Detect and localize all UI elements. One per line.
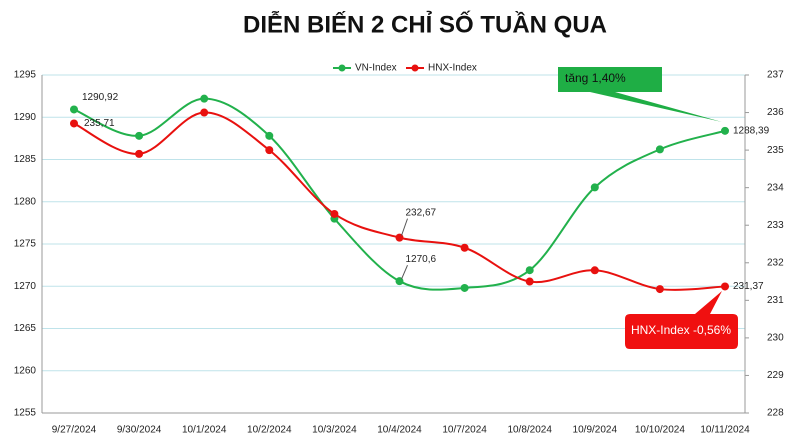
legend-marker	[338, 64, 346, 72]
x-tick-label: 10/2/2024	[247, 425, 292, 436]
callout-text: tăng 1,40%	[565, 71, 626, 85]
x-tick-label: 9/30/2024	[117, 425, 162, 436]
x-tick-label: 10/7/2024	[442, 425, 487, 436]
point	[655, 145, 664, 154]
chart-title: DIỄN BIẾN 2 CHỈ SỐ TUẦN QUA	[243, 9, 607, 38]
data-label: 231,37	[733, 281, 764, 292]
point	[525, 277, 534, 286]
legend-label: HNX-Index	[428, 63, 477, 74]
legend-label: VN-Index	[355, 63, 397, 74]
y-tick-label: 1295	[14, 70, 37, 81]
data-label: 232,67	[406, 207, 437, 218]
data-label: 235,71	[84, 118, 115, 129]
y-tick-label: 1260	[14, 365, 37, 376]
point	[70, 119, 78, 128]
y2-tick-label: 231	[767, 295, 784, 306]
callout-shape	[558, 67, 722, 122]
y-tick-label: 1280	[14, 196, 37, 207]
leader-line	[401, 264, 408, 280]
point	[721, 126, 729, 135]
point	[265, 146, 274, 155]
y-tick-label: 1265	[14, 323, 37, 334]
series-line	[73, 97, 726, 291]
callout-shape	[625, 291, 738, 349]
y2-tick-label: 228	[767, 408, 784, 419]
y2-tick-label: 233	[767, 220, 784, 231]
y-tick-label: 1255	[14, 408, 37, 419]
y2-tick-label: 237	[767, 70, 784, 81]
point	[525, 266, 534, 275]
y2-tick-label: 232	[767, 257, 784, 268]
x-tick-label: 10/11/2024	[700, 425, 750, 436]
point	[135, 149, 144, 158]
y2-tick-label: 235	[767, 145, 784, 156]
point	[70, 105, 78, 114]
point	[460, 283, 469, 292]
y-tick-label: 1290	[14, 112, 37, 123]
legend-marker	[411, 64, 419, 72]
point	[460, 243, 469, 252]
x-tick-label: 10/3/2024	[312, 425, 357, 436]
point	[200, 94, 209, 103]
y2-tick-label: 229	[767, 370, 784, 381]
point	[330, 209, 339, 218]
point	[590, 266, 599, 275]
point	[590, 183, 599, 192]
x-tick-label: 9/27/2024	[52, 425, 97, 436]
data-label: 1270,6	[406, 254, 437, 265]
series-line	[73, 111, 726, 291]
y-tick-label: 1270	[14, 281, 37, 292]
x-tick-label: 10/4/2024	[377, 425, 422, 436]
x-tick-label: 10/8/2024	[507, 425, 552, 436]
data-label: 1288,39	[733, 125, 770, 136]
x-tick-label: 10/9/2024	[573, 425, 618, 436]
data-label: 1290,92	[82, 92, 119, 103]
point	[721, 282, 729, 291]
y2-tick-label: 236	[767, 107, 784, 118]
leader-line	[401, 218, 408, 236]
y2-tick-label: 234	[767, 182, 784, 193]
y-tick-label: 1275	[14, 239, 37, 250]
point	[135, 131, 144, 140]
x-tick-label: 10/10/2024	[635, 425, 685, 436]
point	[655, 285, 664, 294]
y-tick-label: 1285	[14, 154, 37, 165]
point	[265, 131, 274, 140]
point	[200, 108, 209, 117]
y2-tick-label: 230	[767, 333, 784, 344]
x-tick-label: 10/1/2024	[182, 425, 227, 436]
callout-text: HNX-Index -0,56%	[631, 323, 731, 337]
